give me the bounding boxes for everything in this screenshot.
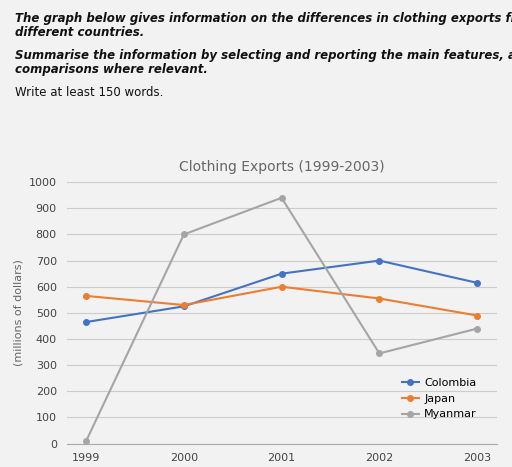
Myanmar — [83, 438, 89, 444]
Myanmar — [279, 195, 285, 201]
Colombia — [474, 280, 480, 286]
Y-axis label: (millions of dollars): (millions of dollars) — [13, 260, 23, 366]
Text: Write at least 150 words.: Write at least 150 words. — [15, 86, 164, 99]
Text: The graph below gives information on the differences in clothing exports from th: The graph below gives information on the… — [15, 12, 512, 25]
Title: Clothing Exports (1999-2003): Clothing Exports (1999-2003) — [179, 160, 385, 174]
Japan — [474, 313, 480, 318]
Line: Myanmar: Myanmar — [83, 195, 480, 444]
Japan — [83, 293, 89, 299]
Colombia — [181, 304, 187, 309]
Myanmar — [376, 351, 382, 356]
Text: different countries.: different countries. — [15, 26, 144, 39]
Line: Japan: Japan — [83, 284, 480, 318]
Legend: Colombia, Japan, Myanmar: Colombia, Japan, Myanmar — [396, 373, 482, 425]
Text: Summarise the information by selecting and reporting the main features, and make: Summarise the information by selecting a… — [15, 49, 512, 62]
Colombia — [279, 271, 285, 276]
Myanmar — [181, 232, 187, 237]
Colombia — [83, 319, 89, 325]
Text: comparisons where relevant.: comparisons where relevant. — [15, 63, 208, 76]
Japan — [279, 284, 285, 290]
Japan — [376, 296, 382, 301]
Myanmar — [474, 326, 480, 332]
Colombia — [376, 258, 382, 263]
Japan — [181, 302, 187, 308]
Line: Colombia: Colombia — [83, 258, 480, 325]
